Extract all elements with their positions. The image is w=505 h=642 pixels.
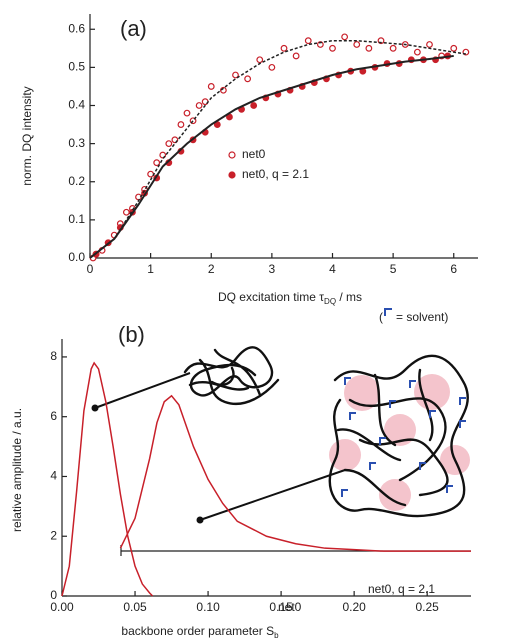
data-point	[232, 71, 239, 79]
x-tick-label: 1	[147, 262, 154, 276]
annotation: = solvent)	[396, 310, 448, 324]
annotation: net0, q = 2.1	[368, 582, 435, 596]
x-axis-label-subscript: DQ	[324, 297, 336, 306]
series-line	[61, 361, 154, 597]
y-tick-label: 8	[50, 349, 57, 363]
data-point	[244, 75, 252, 83]
data-point	[268, 63, 276, 71]
data-point	[195, 102, 203, 109]
data-point	[353, 41, 361, 48]
series-line	[89, 54, 454, 259]
x-axis-label-subscript: b	[274, 631, 279, 640]
x-tick-label: 0.00	[50, 600, 74, 614]
data-point	[147, 170, 155, 178]
data-point	[165, 140, 173, 148]
x-axis-label-part: DQ excitation time τ	[218, 290, 324, 304]
x-tick-label: 0.25	[415, 600, 439, 614]
y-axis-label: relative amplitude / a.u.	[10, 408, 24, 532]
data-point	[177, 121, 185, 128]
data-point	[389, 44, 397, 52]
x-axis-label: DQ excitation time τDQ / ms	[218, 290, 362, 306]
y-tick-label: 2	[50, 528, 57, 542]
y-tick-label: 0	[50, 588, 57, 602]
y-tick-label: 0.5	[68, 60, 85, 74]
x-tick-label: 0.20	[342, 600, 366, 614]
x-tick-label: 0.05	[123, 600, 147, 614]
x-tick-label: 3	[269, 262, 276, 276]
data-point	[183, 109, 191, 117]
data-point	[413, 48, 421, 56]
data-point	[365, 44, 373, 52]
y-tick-label: 0.4	[68, 98, 85, 112]
data-point	[292, 52, 300, 60]
y-tick-label: 0.3	[68, 136, 85, 150]
legend-marker	[228, 151, 236, 159]
data-point	[280, 44, 288, 52]
x-tick-label: 0.10	[196, 600, 220, 614]
x-tick-label: 5	[390, 262, 397, 276]
annotation: (	[379, 310, 383, 324]
network-illustration	[91, 346, 280, 412]
x-axis-label: backbone order parameter Sb	[121, 624, 279, 640]
x-tick-label: 2	[208, 262, 215, 276]
data-point	[426, 41, 433, 48]
panel-label: (a)	[120, 16, 147, 41]
annotation: net0	[278, 600, 302, 614]
x-axis-label-part: backbone order parameter S	[121, 624, 274, 638]
legend-label: net0, q = 2.1	[242, 167, 309, 181]
legend-label: net0	[242, 147, 266, 161]
x-axis-label-part: / ms	[336, 290, 362, 304]
data-point	[341, 33, 349, 41]
data-point	[153, 159, 161, 167]
solvent-legend-mark	[384, 308, 392, 316]
x-tick-label: 6	[450, 262, 457, 276]
panel-label: (b)	[118, 322, 145, 347]
y-tick-label: 0.0	[68, 250, 85, 264]
data-point	[122, 208, 130, 216]
data-point	[304, 37, 312, 45]
y-axis-label: norm. DQ intensity	[20, 86, 34, 185]
data-point	[450, 44, 458, 52]
y-tick-label: 4	[50, 469, 57, 483]
series-line	[89, 39, 466, 259]
swollen-network-illustration	[196, 308, 470, 524]
y-tick-label: 0.6	[68, 21, 85, 35]
x-tick-label: 0.15	[269, 600, 293, 614]
data-point	[207, 83, 215, 90]
data-point	[250, 102, 258, 109]
y-tick-label: 0.1	[68, 212, 85, 226]
y-tick-label: 0.2	[68, 174, 85, 188]
x-tick-label: 4	[329, 262, 336, 276]
x-tick-label: 0	[87, 262, 94, 276]
legend-marker	[228, 171, 236, 179]
data-point	[256, 56, 264, 64]
y-tick-label: 6	[50, 409, 57, 423]
data-point	[329, 44, 336, 52]
series-line	[119, 394, 471, 552]
